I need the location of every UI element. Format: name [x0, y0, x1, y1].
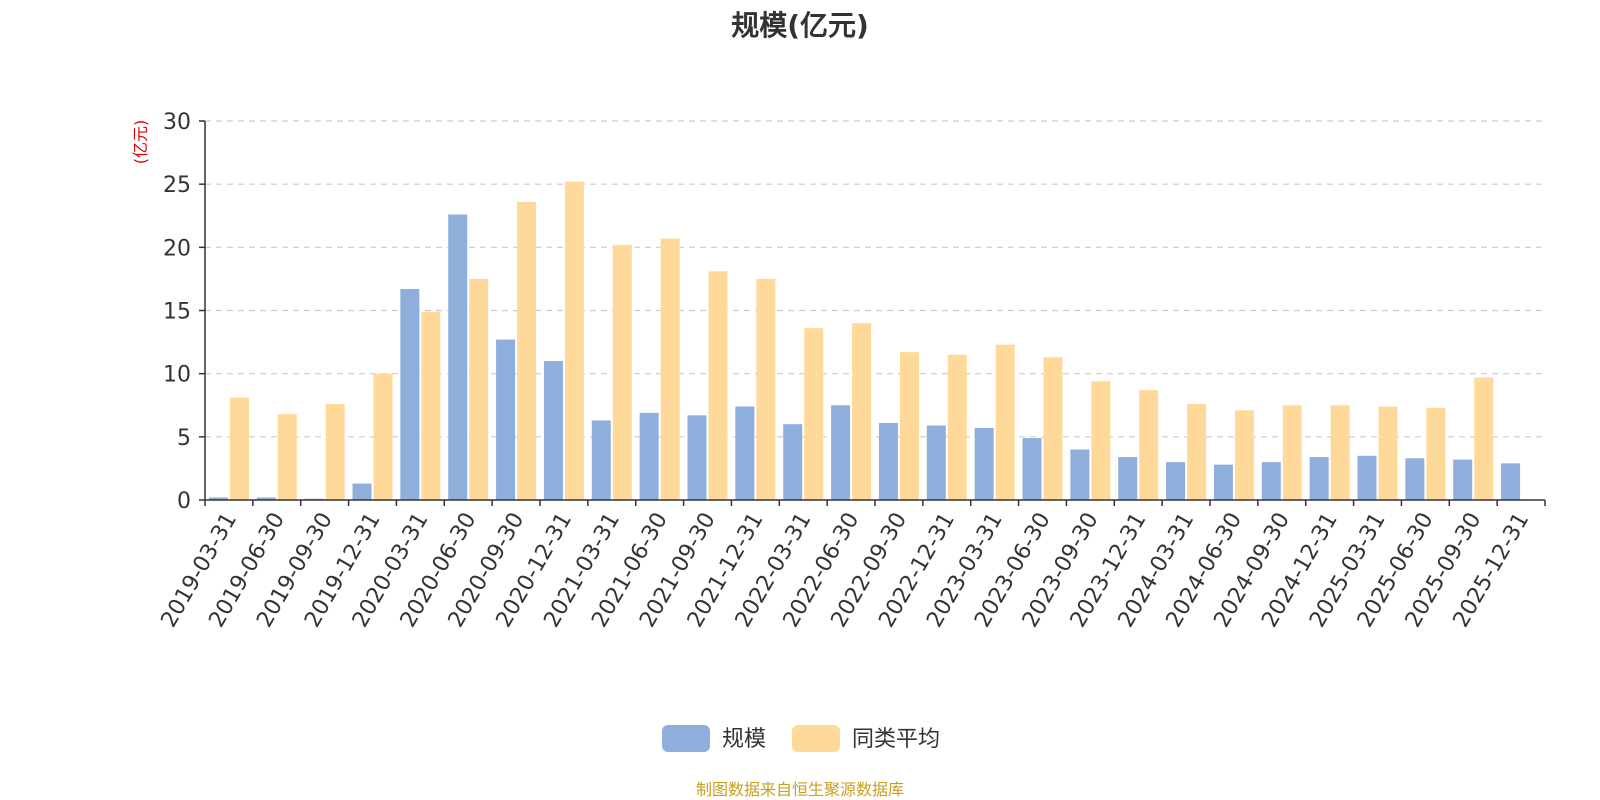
bar-peer-average	[612, 244, 632, 500]
bar-peer-average	[421, 311, 441, 500]
bar-scale	[1309, 457, 1329, 500]
bar-peer-average	[517, 201, 537, 500]
bar-scale	[926, 425, 946, 500]
bar-scale	[1022, 438, 1042, 500]
y-axis-label: (亿元)	[131, 120, 150, 165]
bar-peer-average	[1139, 390, 1159, 500]
bar-peer-average	[1426, 407, 1446, 500]
legend-swatch	[792, 725, 840, 752]
bar-peer-average	[229, 397, 249, 500]
bar-scale	[1213, 464, 1233, 500]
bar-scale	[591, 420, 611, 500]
bar-peer-average	[995, 344, 1015, 500]
bar-scale	[256, 497, 276, 500]
y-tick-label: 0	[177, 489, 191, 514]
legend-label: 同类平均	[852, 727, 940, 752]
bar-peer-average	[1043, 357, 1063, 500]
bar-scale	[687, 415, 707, 500]
bar-peer-average	[1378, 406, 1398, 500]
bar-scale	[543, 361, 563, 500]
y-tick-label: 30	[163, 110, 191, 135]
legend: 规模 同类平均	[662, 725, 940, 752]
bars	[208, 181, 1521, 501]
bar-scale	[352, 483, 372, 500]
bar-peer-average	[1187, 403, 1207, 500]
bar-scale	[1453, 459, 1473, 500]
bar-peer-average	[947, 354, 967, 500]
bar-peer-average	[899, 352, 919, 500]
bar-scale	[1357, 455, 1377, 500]
bar-peer-average	[564, 181, 584, 500]
bar-scale	[448, 214, 468, 500]
legend-swatch	[662, 725, 710, 752]
bar-peer-average	[804, 328, 824, 500]
bar-peer-average	[1330, 405, 1350, 500]
bar-scale	[783, 424, 803, 500]
y-tick-label: 25	[163, 173, 191, 198]
bar-peer-average	[1282, 405, 1302, 500]
bar-scale	[735, 406, 755, 500]
y-tick-label: 10	[163, 363, 191, 388]
y-tick-label: 20	[163, 236, 191, 261]
y-tick-label: 15	[163, 300, 191, 325]
bar-scale	[1501, 463, 1521, 500]
y-tick-labels: 0 5 10 15 20 25 30	[163, 110, 205, 514]
bar-scale	[1070, 449, 1090, 500]
bar-peer-average	[852, 323, 872, 500]
chart-title: 规模(亿元)	[731, 9, 869, 42]
bar-scale	[400, 289, 420, 500]
bar-scale	[496, 339, 516, 500]
y-tick-label: 5	[177, 426, 191, 451]
source-note: 制图数据来自恒生聚源数据库	[695, 780, 904, 799]
bar-scale	[878, 422, 898, 500]
bar-peer-average	[708, 271, 728, 500]
bar-peer-average	[373, 373, 393, 500]
bar-scale	[1166, 462, 1186, 500]
bar-peer-average	[756, 278, 776, 500]
bar-scale	[831, 405, 851, 500]
bar-peer-average	[660, 238, 680, 501]
bar-peer-average	[1091, 381, 1111, 500]
bar-peer-average	[1234, 410, 1254, 500]
bar-peer-average	[469, 278, 489, 500]
bar-scale	[208, 497, 228, 500]
legend-label: 规模	[722, 727, 766, 752]
bar-peer-average	[1474, 377, 1494, 500]
bar-peer-average	[277, 414, 297, 500]
bar-peer-average	[325, 403, 345, 500]
bar-scale	[1405, 458, 1425, 500]
x-tick-labels: 2019-03-312019-06-302019-09-302019-12-31…	[157, 500, 1546, 632]
bar-scale	[1118, 457, 1138, 500]
bar-scale	[639, 412, 659, 500]
bar-scale	[1261, 462, 1281, 500]
bar-scale	[974, 427, 994, 500]
